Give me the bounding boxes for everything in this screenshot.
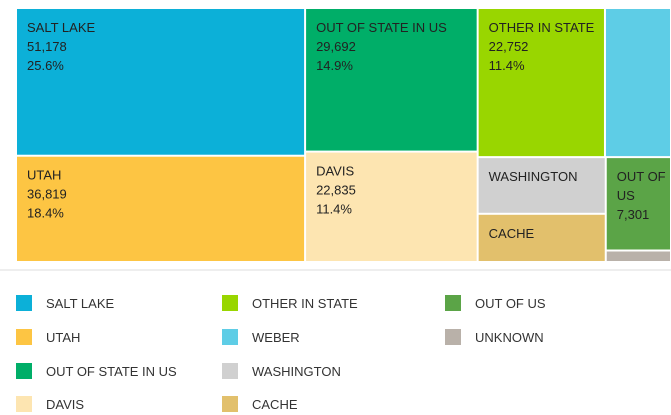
tile-label-line: DAVIS bbox=[316, 164, 354, 179]
legend-swatch bbox=[16, 295, 32, 311]
tile-label-line: UTAH bbox=[27, 168, 61, 183]
legend-label: OUT OF US bbox=[475, 296, 546, 311]
legend-label: OUT OF STATE IN US bbox=[46, 364, 177, 379]
legend-label: CACHE bbox=[252, 397, 298, 412]
tile bbox=[478, 9, 604, 157]
tile-label: OUT OF US bbox=[617, 169, 669, 203]
legend-label: WASHINGTON bbox=[252, 364, 341, 379]
tile-label: CACHE bbox=[489, 226, 535, 241]
legend-label: WEBER bbox=[252, 330, 300, 345]
legend-swatch bbox=[222, 329, 238, 345]
legend-swatch bbox=[445, 295, 461, 311]
legend-swatch bbox=[16, 329, 32, 345]
legend-swatch bbox=[222, 363, 238, 379]
tile-label: DAVIS bbox=[316, 164, 354, 179]
tile-label-line: OUT OF bbox=[617, 169, 669, 184]
tile bbox=[17, 156, 305, 261]
tile-percent: 14.9% bbox=[316, 58, 353, 73]
tile-label: UTAH bbox=[27, 168, 61, 183]
tile-percent: 11.4% bbox=[489, 58, 525, 73]
tile-label: WASHINGTON bbox=[489, 169, 578, 184]
tile bbox=[478, 214, 605, 261]
legend-label: UNKNOWN bbox=[475, 330, 544, 345]
treemap: SALT LAKE 51,178 25.6% UTAH 36,819 18.4% OUT O… bbox=[17, 9, 670, 261]
tile-label: OTHER IN STATE bbox=[489, 20, 595, 35]
legend-label: OTHER IN STATE bbox=[252, 296, 358, 311]
tile-percent: 11.4% bbox=[316, 202, 352, 217]
legend: SALT LAKE UTAH OUT OF STATE IN US DAVIS OTHE… bbox=[16, 295, 546, 412]
tile-value: 22,835 bbox=[316, 183, 356, 198]
tile bbox=[606, 158, 670, 250]
legend-swatch bbox=[445, 329, 461, 345]
tile bbox=[306, 152, 477, 261]
tile-value: 7,301 bbox=[617, 207, 650, 222]
tile-percent: 25.6% bbox=[27, 58, 64, 73]
tile bbox=[605, 9, 670, 157]
legend-swatch bbox=[222, 396, 238, 412]
legend-swatch bbox=[16, 363, 32, 379]
tile bbox=[17, 9, 305, 155]
legend-label: UTAH bbox=[46, 330, 80, 345]
tile bbox=[478, 158, 605, 213]
tile-label-line: US bbox=[617, 188, 635, 203]
tile-value: 51,178 bbox=[27, 39, 67, 54]
tile-value: 36,819 bbox=[27, 187, 67, 202]
legend-swatch bbox=[222, 295, 238, 311]
tile-label-line: SALT LAKE bbox=[27, 20, 95, 35]
tile bbox=[606, 251, 670, 261]
legend-label: DAVIS bbox=[46, 397, 84, 412]
tile-percent: 18.4% bbox=[27, 206, 64, 221]
tile-label: OUT OF STATE IN US bbox=[316, 20, 447, 35]
legend-swatch bbox=[16, 396, 32, 412]
tile-label-line: CACHE bbox=[489, 226, 535, 241]
legend-label: SALT LAKE bbox=[46, 296, 114, 311]
tile-label-line: OTHER IN STATE bbox=[489, 20, 595, 35]
tile-label: SALT LAKE bbox=[27, 20, 95, 35]
tile-value: 22,752 bbox=[489, 39, 529, 54]
tile-label-line: OUT OF STATE IN US bbox=[316, 20, 447, 35]
tile-label-line: WASHINGTON bbox=[489, 169, 578, 184]
tile bbox=[306, 9, 477, 151]
tile-value: 29,692 bbox=[316, 39, 356, 54]
